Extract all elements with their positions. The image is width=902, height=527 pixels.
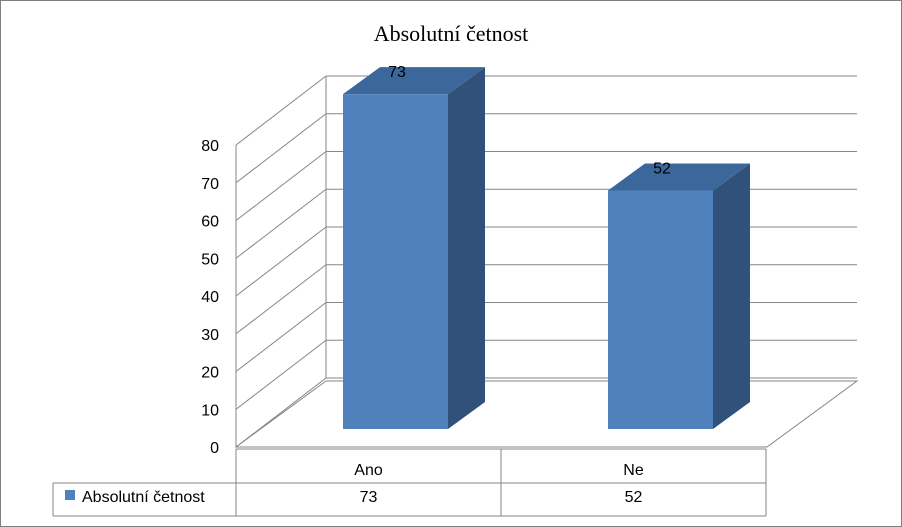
- gridline-side: [235, 302, 327, 372]
- chart-title: Absolutní četnost: [374, 21, 529, 46]
- gridline-side: [235, 113, 327, 184]
- bar-side-face: [713, 163, 750, 429]
- gridline-side: [235, 188, 327, 259]
- bar-front-face: [608, 190, 713, 429]
- bar-ne: [608, 163, 750, 429]
- y-tick-label: 10: [201, 402, 219, 419]
- gridline-side: [235, 75, 327, 146]
- y-tick-label: 20: [201, 365, 219, 382]
- x-category-label: Ne: [623, 462, 644, 479]
- data-table: Ano 73 Ne 52 Absolutní četnost: [52, 448, 767, 517]
- y-tick-label: 80: [201, 138, 219, 155]
- bars: [343, 67, 750, 430]
- data-label: 73: [388, 64, 406, 81]
- gridline-side: [235, 264, 327, 335]
- y-tick-label: 70: [201, 176, 219, 193]
- gridlines: [234, 75, 859, 448]
- bar-side-face: [448, 67, 485, 430]
- y-axis-ticks: 0 10 20 30 40 50 60 70 80: [201, 138, 219, 457]
- gridline-side: [235, 226, 327, 297]
- y-tick-label: 30: [201, 327, 219, 344]
- data-labels: 73 52: [388, 64, 671, 177]
- floor-outline: [234, 380, 859, 448]
- bar-top-face: [343, 67, 485, 95]
- data-label: 52: [653, 160, 671, 177]
- legend-swatch: [65, 490, 75, 500]
- table-cell-value: 73: [360, 489, 378, 506]
- y-tick-label: 0: [210, 440, 219, 457]
- gridline-side: [235, 151, 327, 221]
- legend-series-name: Absolutní četnost: [82, 489, 205, 506]
- bar-front-face: [343, 94, 448, 430]
- bar-top-face: [608, 163, 750, 191]
- y-tick-label: 40: [201, 289, 219, 306]
- table-cell-value: 52: [625, 489, 643, 506]
- y-tick-label: 50: [201, 251, 219, 268]
- bar-ano: [343, 67, 485, 430]
- x-category-label: Ano: [354, 462, 383, 479]
- y-tick-label: 60: [201, 214, 219, 231]
- gridline-side: [235, 339, 327, 410]
